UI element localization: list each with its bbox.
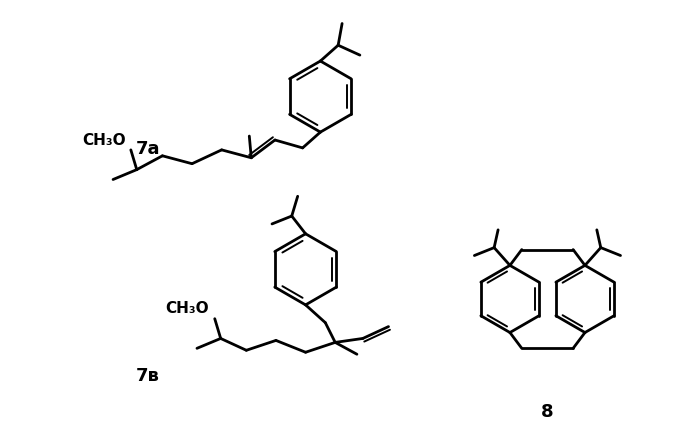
Text: 8: 8: [541, 403, 554, 422]
Text: 7в: 7в: [136, 367, 160, 385]
Text: CH₃O: CH₃O: [83, 133, 126, 147]
Text: 7a: 7a: [135, 140, 160, 158]
Text: CH₃O: CH₃O: [165, 301, 209, 317]
